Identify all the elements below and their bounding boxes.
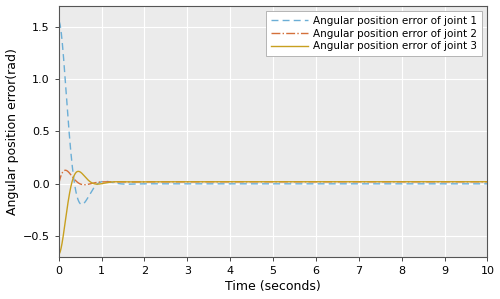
Angular position error of joint 2 [137,180,143,184]
Line: Angular position error of joint 3: Angular position error of joint 3 [59,171,488,254]
Angular position error of joint 3 [166,180,172,184]
Angular position error of joint 3 [76,170,82,173]
Angular position error of joint 2 [96,180,102,184]
X-axis label: Time (seconds): Time (seconds) [225,280,321,293]
Angular position error of joint 2 [432,180,438,184]
Angular position error of joint 2 [166,180,172,184]
Line: Angular position error of joint 1: Angular position error of joint 1 [59,21,488,205]
Angular position error of joint 3 [56,252,62,256]
Angular position error of joint 1 [56,19,62,23]
Angular position error of joint 2 [56,182,62,186]
Angular position error of joint 1 [96,181,102,185]
Angular position error of joint 1 [350,182,356,186]
Angular position error of joint 1 [162,182,168,186]
Line: Angular position error of joint 2: Angular position error of joint 2 [59,170,488,185]
Angular position error of joint 3 [350,180,356,184]
Angular position error of joint 3 [484,180,490,184]
Legend: Angular position error of joint 1, Angular position error of joint 2, Angular po: Angular position error of joint 1, Angul… [266,11,482,57]
Angular position error of joint 3 [96,182,102,186]
Angular position error of joint 3 [162,180,168,184]
Angular position error of joint 1 [137,182,143,186]
Angular position error of joint 3 [137,180,143,184]
Y-axis label: Angular position error(rad): Angular position error(rad) [6,48,18,215]
Angular position error of joint 2 [162,180,168,184]
Angular position error of joint 2 [350,180,356,184]
Angular position error of joint 1 [484,182,490,186]
Angular position error of joint 2 [484,180,490,184]
Angular position error of joint 2 [62,168,68,172]
Angular position error of joint 1 [79,203,85,206]
Angular position error of joint 2 [82,183,87,187]
Angular position error of joint 1 [431,182,437,186]
Angular position error of joint 3 [431,180,437,184]
Angular position error of joint 1 [166,182,172,186]
